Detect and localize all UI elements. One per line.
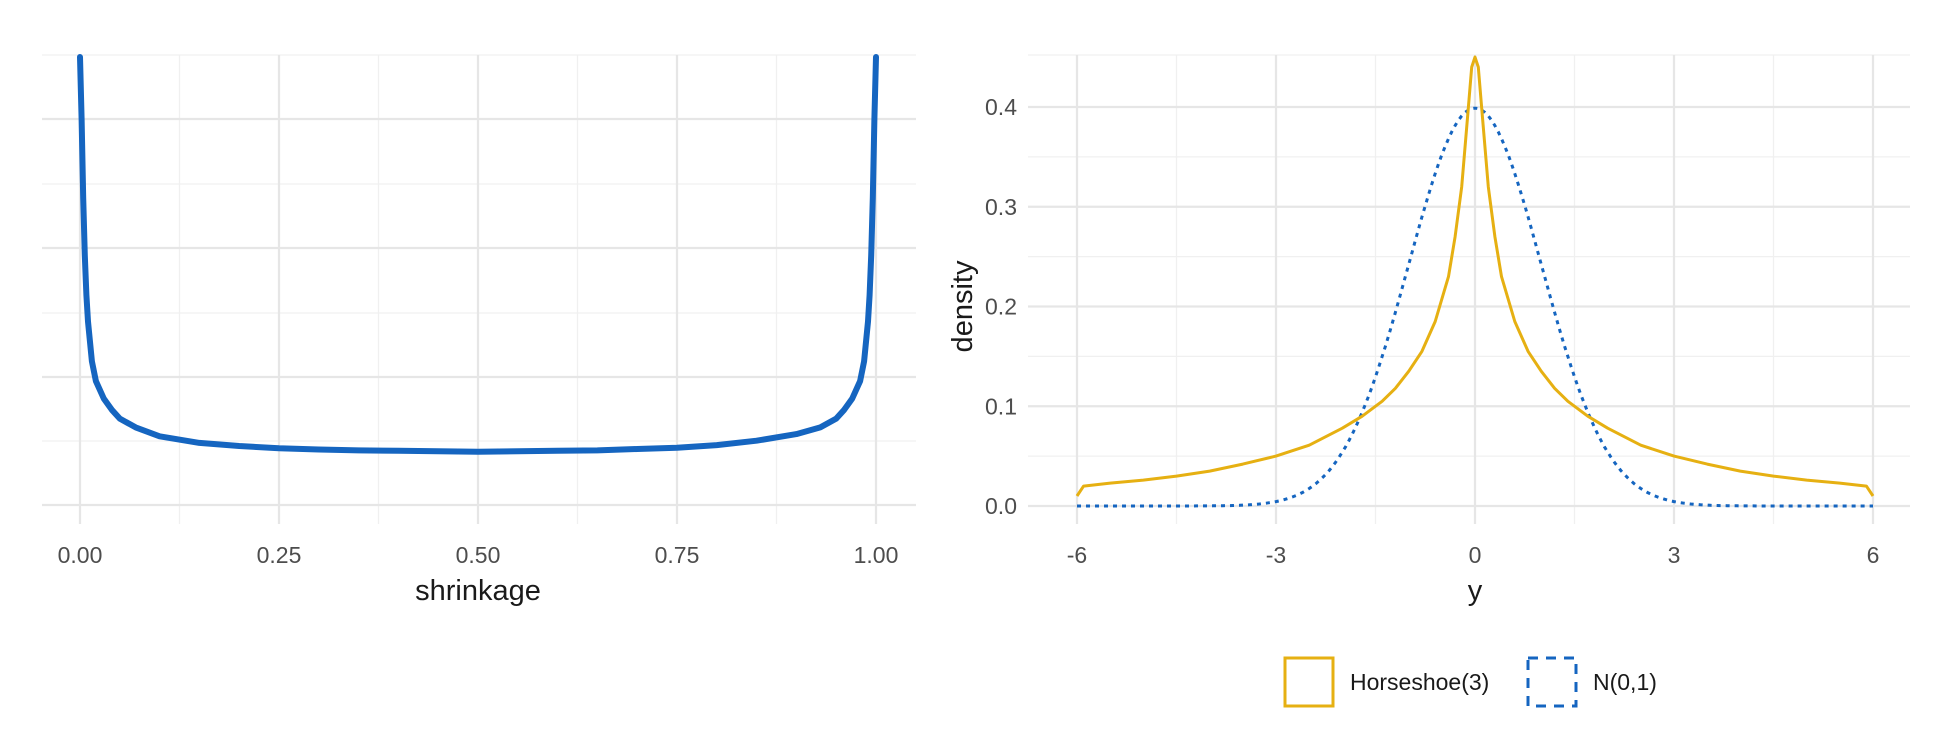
y-density-panel: -6 -3 0 3 6 0.0 0.1 0.2 0.3 0.4 y density [947, 54, 1910, 607]
x-tick-label: 0 [1469, 542, 1482, 568]
x-tick-label: 0.50 [456, 542, 501, 568]
x-tick-label: 0.75 [655, 542, 700, 568]
y-tick-label: 0.1 [985, 393, 1017, 419]
series-line-normal [1077, 106, 1873, 508]
shrinkage-density-panel: 0.00 0.25 0.50 0.75 1.00 shrinkage [42, 54, 916, 607]
y-tick-label: 0.3 [985, 194, 1017, 220]
series-line-horseshoe [1075, 55, 1875, 497]
x-tick-label: 0.25 [257, 542, 302, 568]
x-tick-label: -6 [1067, 542, 1087, 568]
x-tick-label: 0.00 [58, 542, 103, 568]
x-tick-label: 3 [1668, 542, 1681, 568]
legend-key-normal [1526, 656, 1578, 708]
legend-key-horseshoe [1283, 656, 1335, 708]
y-tick-label: 0.4 [985, 94, 1017, 120]
legend-label-normal: N(0,1) [1593, 669, 1657, 695]
y-axis-title: density [947, 260, 979, 352]
x-axis-title: y [1468, 575, 1483, 607]
legend-label-horseshoe: Horseshoe(3) [1350, 669, 1489, 695]
x-tick-label: 1.00 [854, 542, 899, 568]
legend: Horseshoe(3) N(0,1) [1283, 656, 1657, 708]
x-tick-label: 6 [1867, 542, 1880, 568]
x-axis-title: shrinkage [415, 575, 541, 607]
y-tick-label: 0.0 [985, 493, 1017, 519]
series-line-shrinkage [77, 54, 879, 455]
y-tick-label: 0.2 [985, 294, 1017, 320]
x-tick-label: -3 [1266, 542, 1286, 568]
